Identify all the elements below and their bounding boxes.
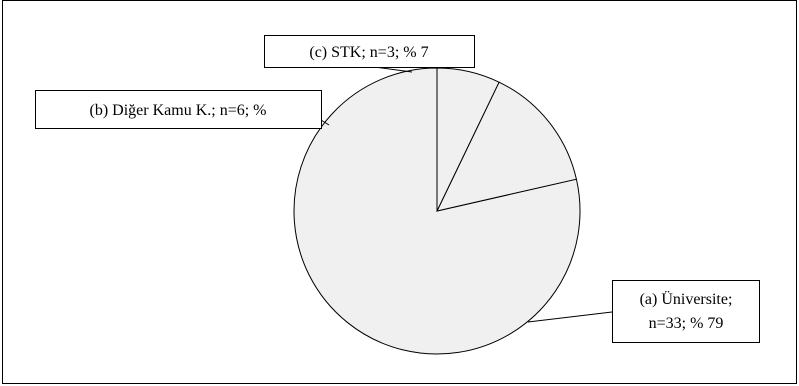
pie-slice-universite [293,67,581,355]
leader-line-diger-kamu [320,119,330,126]
leader-line-universite [527,311,613,323]
slice-label-line: (a) Üniversite; [640,290,733,308]
pie-slice-diger-kamu [436,81,578,212]
pie-slices [293,67,581,355]
pie-slice-stk [436,67,500,212]
slice-label-diger-kamu: (b) Diğer Kamu K.; n=6; % [90,102,267,119]
slice-labels: (a) Üniversite; n=33; % 79 (b) Diğer Kamu … [35,35,760,343]
slice-label-universite: (a) Üniversite; n=33; % 79 [640,290,733,332]
slice-label-line: (b) Diğer Kamu K.; n=6; % [90,102,267,119]
slice-label-stk: (c) STK; n=3; % 7 [309,44,428,61]
slice-label-line: n=33; % 79 [649,315,724,332]
slice-label-line: (c) STK; n=3; % 7 [309,44,428,61]
label-box-stk [264,35,475,68]
label-box-universite [612,280,760,343]
label-box-diger-kamu [35,90,322,129]
